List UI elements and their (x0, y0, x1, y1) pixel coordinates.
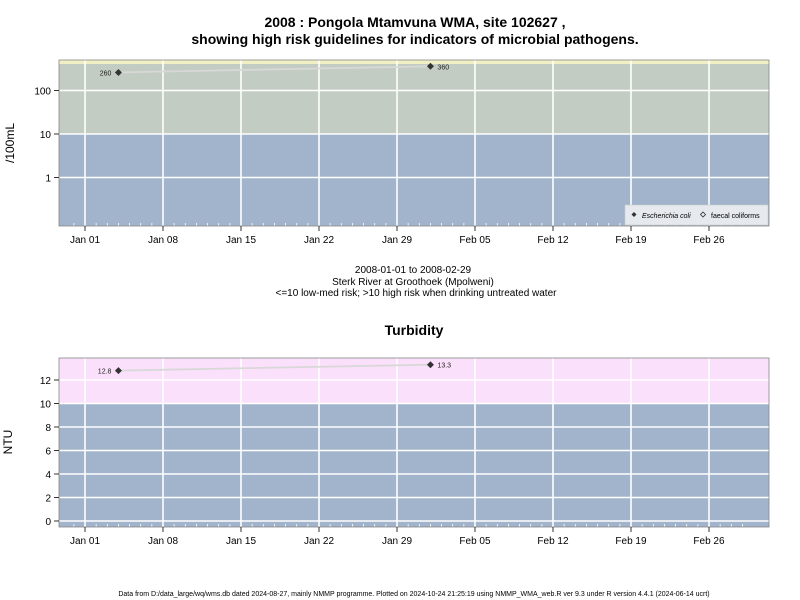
micro-date-range: 2008-01-01 to 2008-02-29 (355, 265, 472, 276)
x-tick-label: Jan 08 (148, 536, 178, 547)
y-tick-label: 0 (45, 517, 51, 528)
x-tick-label: Jan 22 (304, 536, 334, 547)
chart-title: 2008 : Pongola Mtamvuna WMA, site 102627… (264, 14, 565, 30)
x-tick-label: Jan 29 (382, 235, 412, 246)
data-point-label: 13.3 (437, 363, 451, 370)
turbidity-panel: Jan 01 Jan 08 Jan 15 Jan 22 Jan 29 Feb 05 Feb … (40, 357, 770, 547)
data-point-marker (426, 361, 434, 369)
legend-marker-faecal (699, 211, 707, 218)
turbidity-title: Turbidity (385, 322, 444, 338)
data-point-marker (426, 62, 434, 70)
x-tick-label: Feb 26 (693, 235, 725, 246)
legend-label-faecal: faecal coliforms (711, 213, 760, 220)
turbidity-y-axis-label: NTU (1, 430, 15, 455)
y-tick-label: 10 (40, 400, 52, 411)
x-tick-label: Feb 05 (459, 235, 491, 246)
y-tick-label: 6 (45, 447, 51, 458)
y-tick-label: 4 (45, 470, 51, 481)
x-tick-label: Feb 12 (537, 235, 569, 246)
y-tick-label: 2 (45, 494, 51, 505)
micro-y-axis-label: /100mL (3, 123, 17, 163)
top-strip (59, 60, 769, 64)
x-tick-label: Jan 15 (226, 235, 256, 246)
data-point-label: 260 (100, 70, 112, 77)
plot-frame (58, 59, 770, 227)
micro-site-name: Sterk River at Groothoek (Mpolweni) (332, 277, 494, 288)
series-line (118, 363, 431, 372)
y-tick-label: 1 (45, 174, 51, 185)
data-point-label: 12.8 (98, 369, 112, 376)
series-line (118, 65, 431, 74)
data-point-label: 360 (437, 64, 449, 71)
micro-panel: Jan 01 Jan 08 Jan 15 Jan 22 Jan 29 Feb 05 Feb … (34, 59, 770, 246)
x-tick-label: Feb 19 (615, 235, 647, 246)
x-tick-label: Feb 12 (537, 536, 569, 547)
y-tick-label: 100 (34, 87, 51, 98)
low-risk-band (59, 403, 769, 527)
x-tick-label: Jan 22 (304, 235, 334, 246)
data-point-marker (114, 68, 122, 76)
legend-marker-ecoli (631, 212, 637, 217)
x-tick-label: Feb 05 (459, 536, 491, 547)
legend-box (624, 204, 769, 226)
x-tick-label: Jan 08 (148, 235, 178, 246)
x-tick-label: Jan 01 (70, 235, 100, 246)
plot-frame (58, 357, 770, 528)
y-tick-label: 8 (45, 423, 51, 434)
x-tick-label: Jan 01 (70, 536, 100, 547)
x-tick-label: Feb 19 (615, 536, 647, 547)
data-point-marker (114, 367, 122, 375)
y-tick-label: 12 (40, 376, 52, 387)
footer-note: Data from D:/data_large/wq/wms.db dated … (118, 591, 709, 598)
micro-risk-note: <=10 low-med risk; >10 high risk when dr… (276, 288, 558, 299)
legend: Escherichia coli faecal coliforms (624, 204, 769, 226)
chart-subtitle: showing high risk guidelines for indicat… (191, 31, 638, 47)
x-tick-label: Jan 15 (226, 536, 256, 547)
x-tick-label: Jan 29 (382, 536, 412, 547)
legend-label-ecoli: Escherichia coli (642, 213, 691, 220)
y-tick-label: 10 (40, 130, 52, 141)
x-tick-label: Feb 26 (693, 536, 725, 547)
high-risk-band (59, 60, 769, 134)
